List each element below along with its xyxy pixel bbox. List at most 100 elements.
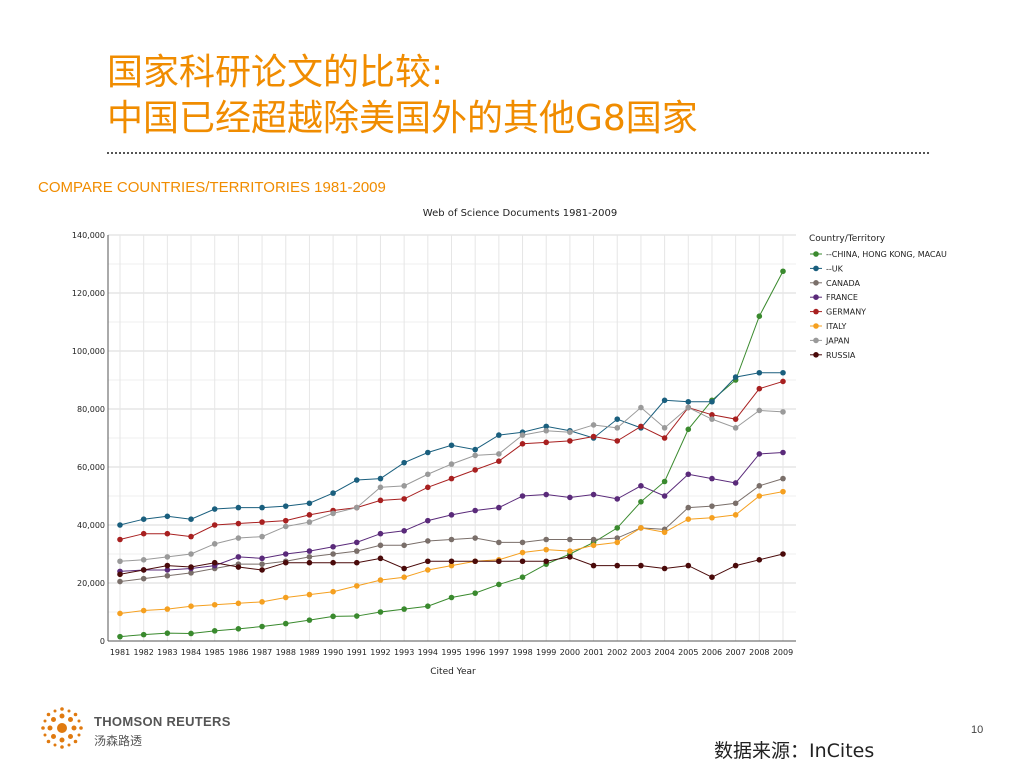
data-point-italy: [235, 600, 242, 607]
data-point-uk: [401, 459, 407, 466]
data-point-germany: [543, 439, 550, 446]
x-tick-label: 2000: [560, 648, 580, 657]
data-point-uk: [448, 442, 455, 449]
legend-label-russia: RUSSIA: [826, 351, 856, 360]
data-point-canada: [732, 500, 739, 507]
data-point-germany: [140, 530, 147, 537]
data-point-russia: [188, 564, 194, 570]
data-point-germany: [188, 533, 194, 540]
x-tick-label: 1990: [323, 648, 343, 657]
data-point-china-hong-kong-macau: [282, 620, 289, 627]
legend-title: Country/Territory: [809, 234, 886, 244]
data-point-italy: [567, 548, 573, 554]
data-point-italy: [377, 577, 384, 583]
axes: 0 20,000 40,000 60,000 80,000 100,000 120,000 1…: [72, 231, 796, 657]
data-point-france: [425, 517, 431, 524]
data-point-uk: [685, 398, 692, 405]
x-tick-label: 1983: [157, 648, 177, 657]
data-point-russia: [567, 554, 573, 560]
data-point-russia: [425, 558, 431, 565]
data-point-germany: [567, 438, 573, 444]
data-point-canada: [519, 539, 526, 546]
data-point-france: [401, 528, 407, 534]
x-tick-label: 2006: [702, 648, 722, 657]
legend-swatch-russia: [813, 352, 819, 358]
legend-label-france: FRANCE: [826, 293, 858, 302]
data-point-japan: [211, 541, 218, 547]
x-tick-label: 2009: [773, 648, 793, 657]
data-point-france: [685, 471, 692, 478]
slide-title-line-2: 中国已经超越除美国外的其他G8国家: [107, 98, 698, 139]
x-tick-label: 2001: [583, 648, 603, 657]
data-point-russia: [661, 565, 668, 572]
data-point-china-hong-kong-macau: [164, 630, 171, 636]
x-axis-label: Cited Year: [430, 667, 476, 677]
data-point-china-hong-kong-macau: [685, 426, 692, 433]
data-point-china-hong-kong-macau: [259, 623, 265, 630]
data-point-china-hong-kong-macau: [614, 525, 621, 531]
data-point-canada: [496, 539, 502, 546]
data-point-uk: [709, 398, 715, 405]
data-point-france: [164, 567, 171, 573]
data-point-canada: [330, 551, 336, 557]
data-point-russia: [756, 557, 763, 563]
legend-swatch-canada: [813, 280, 819, 286]
x-tick-label: 2008: [749, 648, 769, 657]
x-tick-label: 2004: [654, 648, 674, 657]
data-point-japan: [164, 554, 171, 560]
data-point-china-hong-kong-macau: [353, 613, 360, 619]
page-number: 10: [971, 724, 984, 736]
data-point-canada: [756, 483, 763, 489]
data-point-japan: [353, 504, 360, 511]
data-point-china-hong-kong-macau: [638, 499, 644, 505]
data-point-russia: [638, 562, 644, 569]
data-point-italy: [188, 603, 194, 609]
data-point-italy: [140, 607, 147, 614]
data-point-china-hong-kong-macau: [235, 626, 242, 632]
data-point-canada: [614, 535, 621, 541]
title-divider: [107, 152, 929, 154]
data-point-france: [590, 491, 597, 498]
data-point-japan: [543, 427, 550, 434]
data-point-italy: [259, 599, 265, 605]
x-tick-label: 2003: [631, 648, 651, 657]
data-point-japan: [590, 422, 597, 428]
data-point-germany: [638, 423, 644, 430]
data-point-france: [567, 494, 573, 501]
data-point-canada: [567, 536, 573, 543]
x-tick-label: 1991: [347, 648, 367, 657]
data-point-france: [543, 491, 550, 498]
data-point-italy: [756, 493, 763, 499]
data-point-uk: [543, 423, 550, 430]
data-point-japan: [472, 452, 478, 459]
data-point-uk: [117, 522, 123, 528]
legend-swatch-uk: [813, 265, 819, 272]
x-tick-label: 1994: [418, 648, 438, 657]
legend-swatch-germany: [813, 308, 819, 315]
data-point-japan: [282, 523, 289, 530]
chart-title: Web of Science Documents 1981-2009: [423, 208, 617, 219]
data-point-italy: [164, 606, 171, 612]
data-point-china-hong-kong-macau: [472, 590, 478, 596]
data-point-japan: [448, 461, 455, 467]
data-point-italy: [425, 567, 431, 573]
data-point-china-hong-kong-macau: [519, 574, 526, 580]
logo-sunburst-icon: [41, 707, 83, 749]
data-point-japan: [567, 429, 573, 436]
data-point-uk: [282, 503, 289, 509]
line-chart: Web of Science Documents 1981-2009 Cited…: [72, 208, 947, 677]
x-tick-label: 1981: [110, 648, 130, 657]
data-point-russia: [732, 562, 739, 569]
data-point-japan: [425, 471, 431, 478]
slide-title: 国家科研论文的比较: 中国已经超越除美国外的其他G8国家: [107, 50, 698, 142]
data-point-germany: [259, 519, 265, 525]
data-point-uk: [780, 369, 786, 376]
data-point-canada: [117, 578, 123, 585]
data-point-uk: [306, 500, 313, 507]
data-point-france: [732, 480, 739, 486]
data-point-germany: [614, 438, 621, 444]
legend-swatch-france: [813, 294, 819, 301]
data-point-china-hong-kong-macau: [496, 581, 502, 588]
slide-title-line-1: 国家科研论文的比较:: [107, 52, 444, 93]
x-tick-label: 1993: [394, 648, 414, 657]
